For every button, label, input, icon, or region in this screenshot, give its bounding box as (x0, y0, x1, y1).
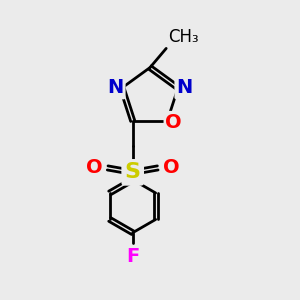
Text: S: S (125, 162, 141, 182)
Text: O: O (163, 158, 180, 177)
Text: CH₃: CH₃ (168, 28, 198, 46)
Text: O: O (166, 113, 182, 132)
Text: N: N (107, 78, 124, 98)
Text: N: N (176, 78, 193, 98)
Text: O: O (86, 158, 102, 177)
Text: F: F (126, 247, 139, 266)
